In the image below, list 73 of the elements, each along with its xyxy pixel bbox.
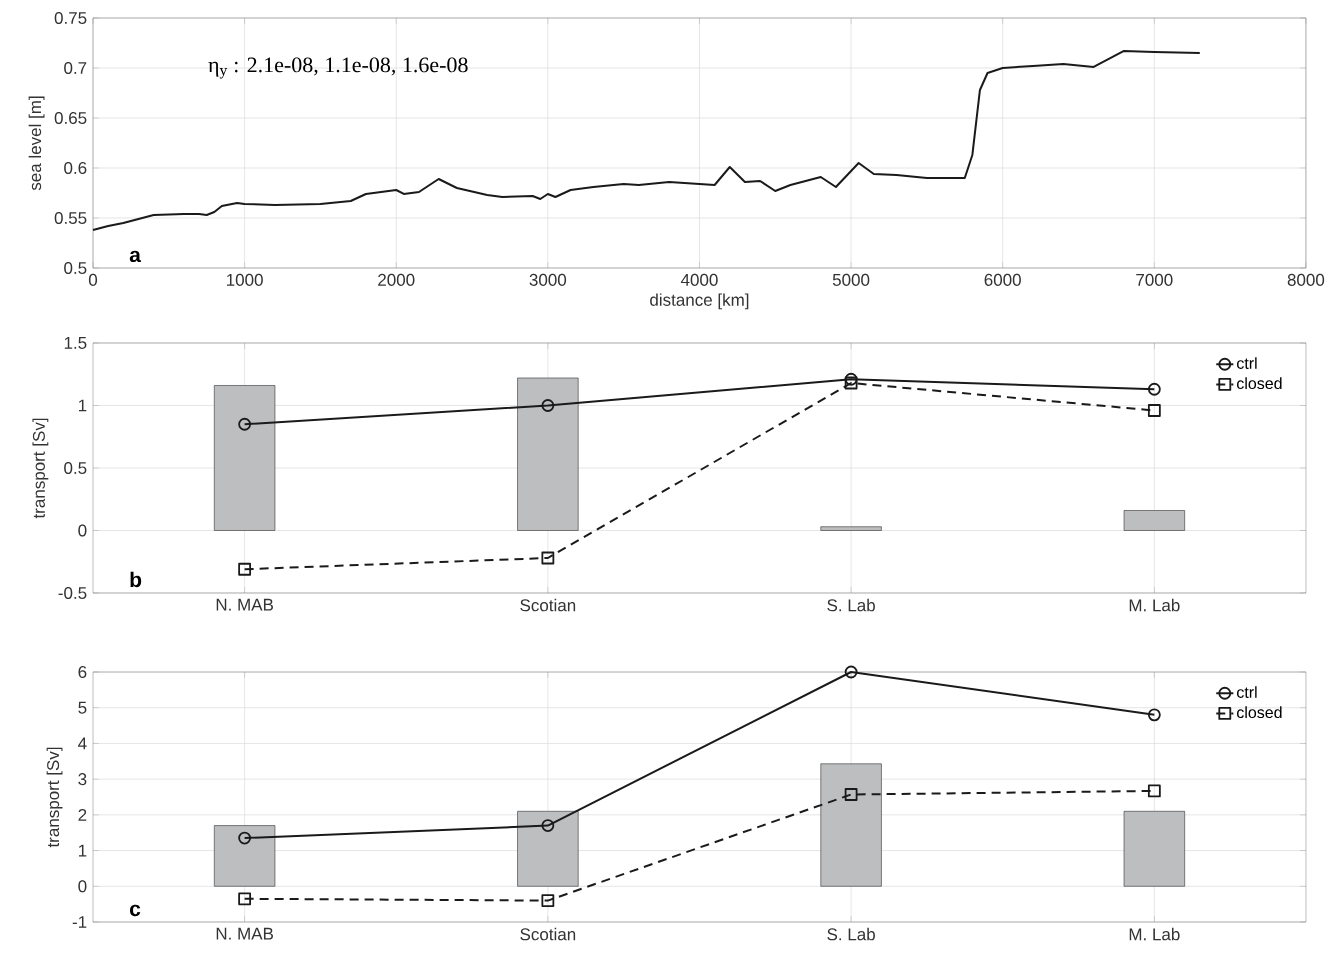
- y-tick-label: 6: [78, 665, 87, 679]
- bar: [214, 825, 276, 887]
- point: [844, 372, 858, 386]
- bar: [517, 810, 579, 887]
- annotation: η$_{y}$ : 2.1e-08, 1.1e-08, 1.6e-08: [208, 57, 468, 79]
- y-tick-label: 0.5: [64, 461, 87, 475]
- y-tick-label: -0.5: [58, 586, 87, 600]
- y-tick-label: 1: [78, 399, 87, 412]
- y-tick-label: 0.75: [54, 11, 87, 25]
- y-tick-label: 1: [78, 844, 87, 857]
- y-tick-label: -1: [72, 916, 87, 928]
- x-tick-label: 8000: [1287, 273, 1325, 286]
- bar: [820, 526, 882, 531]
- bar: [517, 377, 579, 531]
- x-tick-label: 4000: [680, 273, 718, 286]
- legend-label: closed: [1237, 377, 1282, 390]
- point: [541, 819, 555, 832]
- point: [541, 399, 555, 412]
- x-axis-title: distance [km]: [650, 293, 749, 310]
- point: [541, 551, 555, 565]
- x-tick-label: 7000: [1136, 273, 1173, 286]
- point: [1147, 382, 1161, 396]
- bar: [214, 385, 276, 531]
- y-tick-label: 0.55: [54, 211, 87, 225]
- point: [1147, 784, 1161, 798]
- x-tick-label: 3000: [529, 273, 567, 286]
- y-tick-label: 5: [78, 701, 87, 714]
- point: [238, 562, 252, 576]
- x-tick-label: S. Lab: [827, 927, 875, 941]
- point: [1147, 708, 1161, 722]
- point: [238, 831, 252, 845]
- y-tick-label: 0.6: [64, 161, 87, 175]
- annotation: c: [130, 904, 141, 917]
- y-tick-label: 0.65: [54, 111, 87, 125]
- point: [238, 892, 252, 906]
- x-tick-label: Scotian: [520, 927, 576, 941]
- legend-label: closed: [1237, 706, 1282, 719]
- x-tick-label: N. MAB: [216, 927, 273, 940]
- legend-label: ctrl: [1237, 357, 1257, 369]
- x-tick-label: N. MAB: [216, 598, 273, 611]
- point: [238, 417, 252, 431]
- x-tick-label: Scotian: [520, 598, 576, 612]
- y-tick-label: 0: [78, 524, 87, 537]
- y-axis-title: transport [Sv]: [32, 418, 49, 519]
- legend-label: ctrl: [1237, 686, 1257, 698]
- point: [1147, 404, 1161, 417]
- y-axis-title: transport [Sv]: [46, 747, 63, 848]
- x-tick-label: 5000: [832, 273, 870, 286]
- bar: [820, 763, 882, 887]
- x-tick-label: 2000: [378, 273, 415, 286]
- y-tick-label: 0.7: [64, 61, 87, 75]
- y-tick-label: 4: [78, 737, 87, 750]
- x-tick-label: 0: [88, 273, 98, 286]
- bar: [1123, 510, 1185, 531]
- point: [844, 376, 858, 390]
- x-tick-label: 6000: [984, 273, 1021, 286]
- y-tick-label: 2: [78, 808, 87, 821]
- point: [844, 788, 858, 801]
- point: [541, 894, 555, 907]
- annotation: b: [130, 571, 142, 588]
- line-series: [92, 49, 1201, 231]
- y-axis-title: sea level [m]: [28, 96, 45, 191]
- x-tick-label: M. Lab: [1129, 927, 1180, 941]
- annotation: a: [129, 250, 141, 263]
- x-tick-label: S. Lab: [827, 598, 875, 612]
- x-tick-label: 1000: [227, 273, 263, 286]
- y-tick-label: 0: [78, 880, 87, 893]
- point: [844, 665, 858, 679]
- y-tick-label: 1.5: [64, 337, 87, 349]
- y-tick-label: 3: [78, 773, 87, 786]
- y-tick-label: 0.5: [64, 261, 87, 275]
- x-tick-label: M. Lab: [1129, 598, 1180, 612]
- bar: [1123, 810, 1185, 887]
